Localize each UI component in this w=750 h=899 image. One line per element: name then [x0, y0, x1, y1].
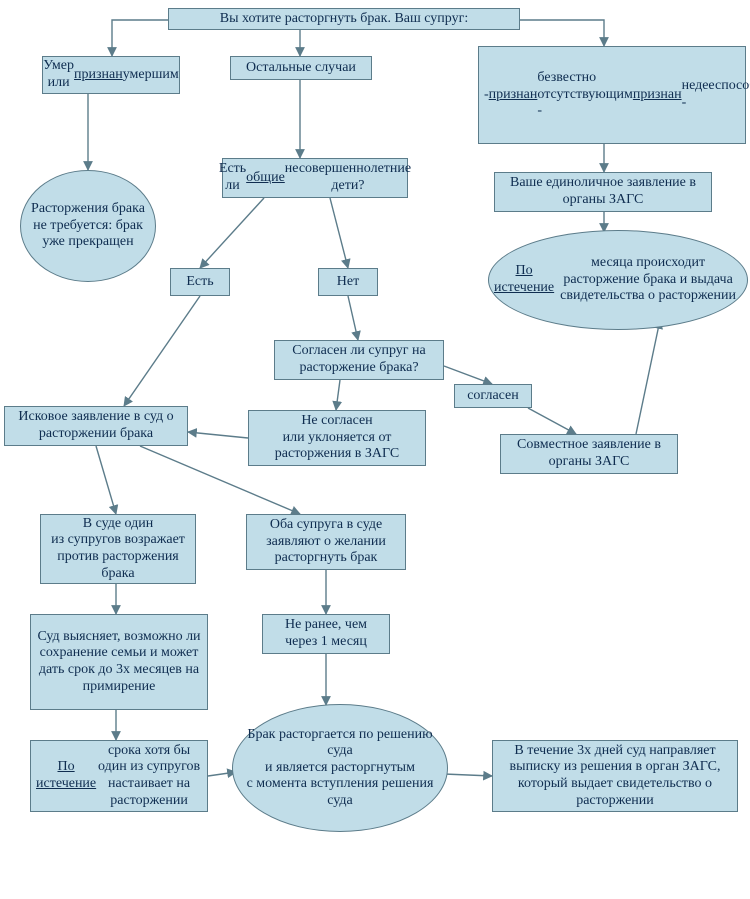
node-n_court3: Суд выясняет, возможно ли сохранение сем…	[30, 614, 208, 710]
node-n_agree_q: Согласен ли супруг на расторжение брака?	[274, 340, 444, 380]
node-n_extract: В течение 3х дней суд направляет выписку…	[492, 740, 738, 812]
edge-n_agree_q-n_notagree	[336, 380, 340, 410]
node-n_notagree: Не согласенили уклоняется от расторжения…	[248, 410, 426, 466]
node-n_court2: Оба супруга в суде заявляют о желании ра…	[246, 514, 406, 570]
edge-n_notagree-n_isk	[188, 432, 248, 438]
node-n_result1: По истечение месяца происходит расторжен…	[488, 230, 748, 330]
node-n_agree: согласен	[454, 384, 532, 408]
edge-n_final-n_extract	[444, 774, 492, 776]
node-n_other: Остальные случаи	[230, 56, 372, 80]
node-n_isk: Исковое заявление в суд о расторжении бр…	[4, 406, 188, 446]
edge-n_agree_q-n_agree	[444, 366, 492, 384]
edge-n_kids-n_yes	[200, 198, 264, 268]
node-n_month: Не ранее, чем через 1 месяц	[262, 614, 390, 654]
edge-n_root-n_dead	[112, 20, 172, 56]
edge-n_kids-n_no	[330, 198, 348, 268]
edge-n_isk-n_court1	[96, 446, 116, 514]
node-n_root: Вы хотите расторгнуть брак. Ваш супруг:	[168, 8, 520, 30]
node-n_zayav1: Ваше единоличное заявление в органы ЗАГС	[494, 172, 712, 212]
node-n_insist: По истечение срока хотя бы один из супру…	[30, 740, 208, 812]
edge-n_joint-n_result1	[636, 320, 660, 434]
node-n_yes: Есть	[170, 268, 230, 296]
node-n_joint: Совместное заявление в органы ЗАГС	[500, 434, 678, 474]
node-n_nodiv: Расторжения брака не требуется: брак уже…	[20, 170, 156, 282]
node-n_final: Брак расторгается по решению судаи являе…	[232, 704, 448, 832]
edge-n_root-n_special	[520, 20, 604, 46]
edge-n_yes-n_isk	[124, 296, 200, 406]
edge-n_agree-n_joint	[528, 408, 576, 434]
flowchart-canvas: Вы хотите расторгнуть брак. Ваш супруг: У…	[0, 0, 750, 899]
node-n_court1: В суде одиниз супругов возражает против …	[40, 514, 196, 584]
edge-n_no-n_agree_q	[348, 296, 358, 340]
node-n_special: - признан безвестно отсутствующим- призн…	[478, 46, 746, 144]
node-n_kids: Есть ли общие несовершеннолетние дети?	[222, 158, 408, 198]
node-n_dead: Умер илипризнан умершим	[42, 56, 180, 94]
node-n_no: Нет	[318, 268, 378, 296]
